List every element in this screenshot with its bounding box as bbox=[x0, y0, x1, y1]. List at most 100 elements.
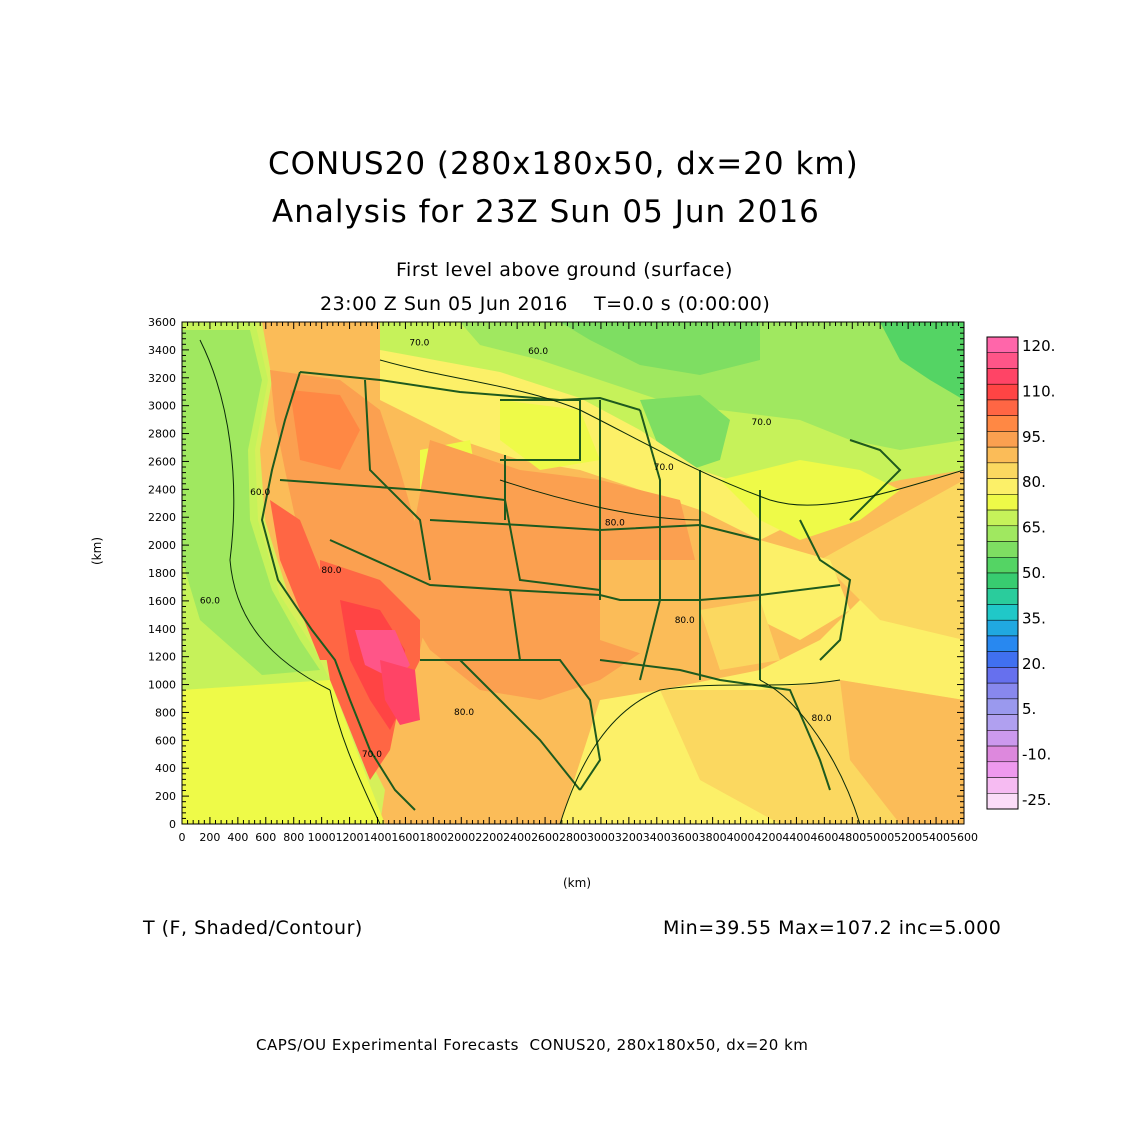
colorbar-swatch bbox=[986, 714, 1019, 731]
colorbar-label: 65. bbox=[1022, 519, 1046, 537]
colorbar-label: 95. bbox=[1022, 428, 1046, 446]
contour-label: 70.0 bbox=[751, 418, 771, 428]
colorbar-swatch bbox=[986, 682, 1019, 700]
contour-label: 60.0 bbox=[200, 597, 220, 607]
x-tick-label: 600 bbox=[255, 831, 276, 844]
contour-label: 80.0 bbox=[675, 616, 695, 626]
contour-labels: 70.0 60.0 60.0 60.0 80.0 80.0 80.0 80.0 80.0 70.0… bbox=[200, 339, 832, 760]
colorbar-swatch bbox=[986, 667, 1019, 684]
colorbar-swatch bbox=[986, 698, 1019, 715]
colorbar-swatch bbox=[986, 619, 1019, 637]
contour-label: 80.0 bbox=[321, 566, 341, 576]
colorbar-label: 120. bbox=[1022, 337, 1055, 355]
y-tick-label: 2000 bbox=[148, 539, 176, 552]
colorbar-swatch bbox=[986, 557, 1019, 574]
colorbar-label: 5. bbox=[1022, 700, 1036, 718]
x-tick-label: 2600 bbox=[531, 831, 559, 844]
x-tick-label: 5400 bbox=[922, 831, 950, 844]
y-tick-label: 1400 bbox=[148, 623, 176, 636]
y-tick-label: 0 bbox=[169, 818, 176, 831]
title-line-1: CONUS20 (280x180x50, dx=20 km) bbox=[268, 146, 859, 182]
x-tick-label: 5200 bbox=[894, 831, 922, 844]
contour-lines bbox=[199, 339, 964, 824]
x-tick-label: 3800 bbox=[699, 831, 727, 844]
colorbar-swatch bbox=[986, 777, 1019, 794]
y-tick-label: 1600 bbox=[148, 595, 176, 608]
colorbar-swatch bbox=[986, 336, 1019, 353]
x-tick-label: 4600 bbox=[810, 831, 838, 844]
contour-label: 80.0 bbox=[605, 519, 625, 529]
x-tick-label: 5000 bbox=[866, 831, 894, 844]
contour-label: 60.0 bbox=[250, 488, 270, 498]
colorbar-swatch bbox=[986, 604, 1019, 621]
x-tick-label: 4000 bbox=[727, 831, 755, 844]
axes: 0 200 400 600 800 1000 1200 1400 1600 1800 2000 220… bbox=[148, 316, 978, 844]
colorbar-swatch bbox=[986, 730, 1019, 747]
time-line: 23:00 Z Sun 05 Jun 2016 T=0.0 s (0:00:00… bbox=[320, 293, 771, 315]
x-tick-label: 200 bbox=[199, 831, 220, 844]
x-tick-label: 2400 bbox=[503, 831, 531, 844]
x-tick-label: 2800 bbox=[559, 831, 587, 844]
colorbar-swatch bbox=[986, 368, 1019, 385]
colorbar-swatch bbox=[986, 352, 1019, 369]
y-tick-label: 3400 bbox=[148, 344, 176, 357]
y-tick-label: 3200 bbox=[148, 372, 176, 385]
colorbar-swatch bbox=[986, 446, 1019, 464]
contour-label: 80.0 bbox=[454, 708, 474, 718]
y-tick-label: 600 bbox=[155, 734, 176, 747]
x-tick-label: 3200 bbox=[615, 831, 643, 844]
contour-label: 80.0 bbox=[812, 714, 832, 724]
colorbar-swatch bbox=[986, 399, 1019, 416]
x-tick-label: 0 bbox=[179, 831, 186, 844]
colorbar-label: 20. bbox=[1022, 655, 1046, 673]
colorbar-swatch bbox=[986, 761, 1019, 778]
x-tick-label: 4200 bbox=[755, 831, 783, 844]
x-tick-label: 3000 bbox=[587, 831, 615, 844]
x-tick-label: 4400 bbox=[782, 831, 810, 844]
subtitle: First level above ground (surface) bbox=[396, 259, 733, 281]
contour-label: 70.0 bbox=[654, 463, 674, 473]
colorbar-frame bbox=[986, 336, 1019, 810]
y-axis-label: (km) bbox=[90, 536, 104, 565]
x-tick-label: 3400 bbox=[643, 831, 671, 844]
colorbar-label: -10. bbox=[1022, 746, 1051, 764]
x-tick-label: 1800 bbox=[419, 831, 447, 844]
colorbar-swatch bbox=[986, 415, 1019, 432]
colorbar-swatch bbox=[986, 462, 1019, 479]
field-name: T (F, Shaded/Contour) bbox=[143, 917, 363, 939]
contour-label: 70.0 bbox=[362, 750, 382, 760]
x-tick-label: 1600 bbox=[391, 831, 419, 844]
y-tick-label: 2400 bbox=[148, 483, 176, 496]
x-tick-label: 1200 bbox=[336, 831, 364, 844]
x-tick-label: 4800 bbox=[838, 831, 866, 844]
field-stats: Min=39.55 Max=107.2 inc=5.000 bbox=[663, 917, 1002, 939]
colorbar-swatch bbox=[986, 651, 1019, 668]
colorbar-swatch bbox=[986, 635, 1019, 652]
colorbar-swatch bbox=[986, 745, 1019, 763]
y-tick-label: 1800 bbox=[148, 567, 176, 580]
colorbar-swatch bbox=[986, 541, 1019, 558]
y-tick-label: 2600 bbox=[148, 455, 176, 468]
colorbar-swatch bbox=[986, 525, 1019, 542]
x-tick-label: 2200 bbox=[475, 831, 503, 844]
colorbar-swatch bbox=[986, 383, 1019, 401]
colorbar-swatch bbox=[986, 572, 1019, 589]
colorbar-swatch bbox=[986, 793, 1019, 810]
x-tick-label: 3600 bbox=[671, 831, 699, 844]
credit-line: CAPS/OU Experimental Forecasts CONUS20, … bbox=[256, 1036, 809, 1054]
contour-label: 60.0 bbox=[528, 347, 548, 357]
colorbar-label: 110. bbox=[1022, 382, 1055, 400]
contour-label: 70.0 bbox=[409, 339, 429, 349]
colorbar-swatch bbox=[986, 431, 1019, 448]
x-tick-label: 800 bbox=[283, 831, 304, 844]
colorbar-label: 35. bbox=[1022, 609, 1046, 627]
y-tick-label: 3000 bbox=[148, 400, 176, 413]
colorbar-swatch bbox=[986, 588, 1019, 605]
colorbar-swatch bbox=[986, 509, 1019, 527]
title-line-2: Analysis for 23Z Sun 05 Jun 2016 bbox=[272, 194, 820, 230]
x-tick-label: 1400 bbox=[364, 831, 392, 844]
colorbar-label: 50. bbox=[1022, 564, 1046, 582]
x-tick-label: 5600 bbox=[950, 831, 978, 844]
y-tick-label: 1000 bbox=[148, 679, 176, 692]
